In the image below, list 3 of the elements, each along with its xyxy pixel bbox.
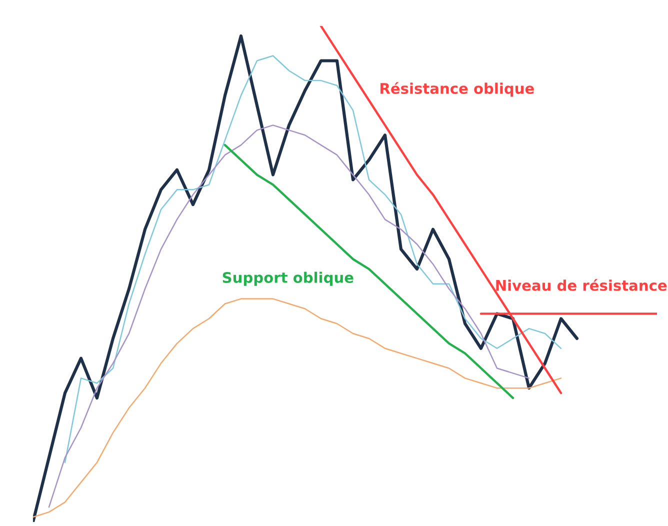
annotation: Support oblique bbox=[222, 272, 354, 286]
annotation: Résistance oblique bbox=[380, 82, 534, 97]
annotation: Niveau de résistance bbox=[496, 279, 667, 291]
